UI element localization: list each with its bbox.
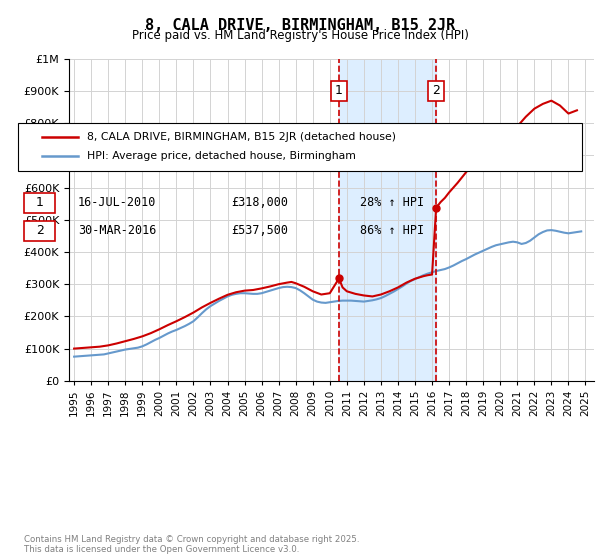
Text: 8, CALA DRIVE, BIRMINGHAM, B15 2JR (detached house): 8, CALA DRIVE, BIRMINGHAM, B15 2JR (deta… <box>87 132 396 142</box>
Text: 1: 1 <box>35 196 44 209</box>
Text: 2: 2 <box>432 85 440 97</box>
Text: 1: 1 <box>335 85 343 97</box>
Text: 86% ↑ HPI: 86% ↑ HPI <box>360 224 424 237</box>
Text: 2: 2 <box>35 224 44 237</box>
Text: 8, CALA DRIVE, BIRMINGHAM, B15 2JR: 8, CALA DRIVE, BIRMINGHAM, B15 2JR <box>145 18 455 33</box>
Text: Contains HM Land Registry data © Crown copyright and database right 2025.
This d: Contains HM Land Registry data © Crown c… <box>24 535 359 554</box>
Text: 16-JUL-2010: 16-JUL-2010 <box>78 196 157 209</box>
Text: £537,500: £537,500 <box>231 224 288 237</box>
Text: HPI: Average price, detached house, Birmingham: HPI: Average price, detached house, Birm… <box>87 151 356 161</box>
Text: £318,000: £318,000 <box>231 196 288 209</box>
Text: 28% ↑ HPI: 28% ↑ HPI <box>360 196 424 209</box>
Text: 30-MAR-2016: 30-MAR-2016 <box>78 224 157 237</box>
Bar <box>339 59 436 381</box>
Text: Price paid vs. HM Land Registry's House Price Index (HPI): Price paid vs. HM Land Registry's House … <box>131 29 469 42</box>
